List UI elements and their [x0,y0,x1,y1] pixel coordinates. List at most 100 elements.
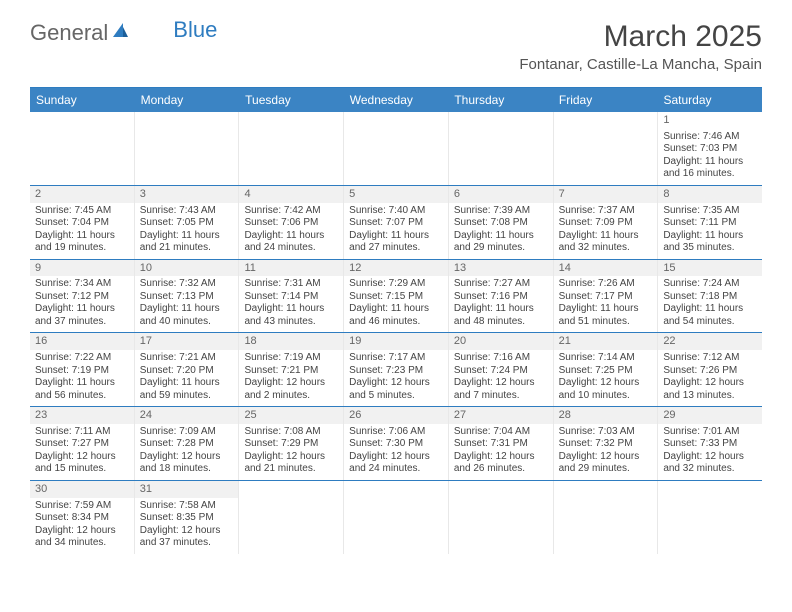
sunset-text: Sunset: 7:24 PM [454,365,548,378]
daylight-text: Daylight: 11 hours [454,303,548,316]
sunset-text: Sunset: 7:19 PM [35,365,129,378]
daylight-text: Daylight: 11 hours [35,230,129,243]
sunset-text: Sunset: 7:25 PM [559,365,653,378]
daylight-text: and 5 minutes. [349,390,443,403]
daylight-text: and 54 minutes. [663,316,757,329]
daylight-text: and 51 minutes. [559,316,653,329]
sunset-text: Sunset: 7:12 PM [35,291,129,304]
sunrise-text: Sunrise: 7:34 AM [35,278,129,291]
day-cell: 21Sunrise: 7:14 AMSunset: 7:25 PMDayligh… [553,333,658,406]
day-number: 3 [135,186,239,203]
daylight-text: Daylight: 11 hours [454,230,548,243]
sunset-text: Sunset: 7:13 PM [140,291,234,304]
daylight-text: and 29 minutes. [559,463,653,476]
daylight-text: and 15 minutes. [35,463,129,476]
daylight-text: Daylight: 11 hours [663,303,757,316]
daylight-text: and 7 minutes. [454,390,548,403]
daylight-text: Daylight: 12 hours [559,377,653,390]
day-number: 20 [449,333,553,350]
daylight-text: and 34 minutes. [35,537,129,550]
daylight-text: and 32 minutes. [663,463,757,476]
day-number: 19 [344,333,448,350]
sunset-text: Sunset: 7:31 PM [454,438,548,451]
daylight-text: and 56 minutes. [35,390,129,403]
sunset-text: Sunset: 7:06 PM [244,217,338,230]
weekday-header: Sunday [30,88,135,112]
day-cell: 9Sunrise: 7:34 AMSunset: 7:12 PMDaylight… [30,260,134,333]
sunrise-text: Sunrise: 7:58 AM [140,500,234,513]
day-number: 28 [554,407,658,424]
daylight-text: Daylight: 11 hours [559,230,653,243]
daylight-text: and 19 minutes. [35,242,129,255]
daylight-text: Daylight: 12 hours [244,451,338,464]
sunrise-text: Sunrise: 7:32 AM [140,278,234,291]
sunrise-text: Sunrise: 7:37 AM [559,205,653,218]
day-cell: 16Sunrise: 7:22 AMSunset: 7:19 PMDayligh… [30,333,134,406]
sunset-text: Sunset: 7:23 PM [349,365,443,378]
day-cell: 6Sunrise: 7:39 AMSunset: 7:08 PMDaylight… [448,186,553,259]
day-cell: 30Sunrise: 7:59 AMSunset: 8:34 PMDayligh… [30,481,134,554]
day-number: 1 [658,112,762,129]
day-cell: 28Sunrise: 7:03 AMSunset: 7:32 PMDayligh… [553,407,658,480]
sunset-text: Sunset: 7:21 PM [244,365,338,378]
daylight-text: and 43 minutes. [244,316,338,329]
sunrise-text: Sunrise: 7:46 AM [663,131,757,144]
empty-cell [238,481,343,554]
daylight-text: Daylight: 11 hours [35,303,129,316]
daylight-text: Daylight: 11 hours [140,230,234,243]
daylight-text: and 37 minutes. [140,537,234,550]
day-cell: 7Sunrise: 7:37 AMSunset: 7:09 PMDaylight… [553,186,658,259]
weekday-header: Thursday [448,88,553,112]
day-number: 7 [554,186,658,203]
sunset-text: Sunset: 7:29 PM [244,438,338,451]
daylight-text: and 16 minutes. [663,168,757,181]
weekday-header: Friday [553,88,658,112]
title-block: March 2025 Fontanar, Castille-La Mancha,… [519,20,762,73]
day-cell: 5Sunrise: 7:40 AMSunset: 7:07 PMDaylight… [343,186,448,259]
empty-cell [238,112,343,185]
sunset-text: Sunset: 7:20 PM [140,365,234,378]
daylight-text: Daylight: 12 hours [663,377,757,390]
sunrise-text: Sunrise: 7:01 AM [663,426,757,439]
day-number: 13 [449,260,553,277]
day-number: 15 [658,260,762,277]
daylight-text: Daylight: 11 hours [244,230,338,243]
week-row: 30Sunrise: 7:59 AMSunset: 8:34 PMDayligh… [30,481,762,554]
sunrise-text: Sunrise: 7:27 AM [454,278,548,291]
sunrise-text: Sunrise: 7:31 AM [244,278,338,291]
week-row: 16Sunrise: 7:22 AMSunset: 7:19 PMDayligh… [30,333,762,407]
day-cell: 19Sunrise: 7:17 AMSunset: 7:23 PMDayligh… [343,333,448,406]
sunrise-text: Sunrise: 7:24 AM [663,278,757,291]
day-cell: 23Sunrise: 7:11 AMSunset: 7:27 PMDayligh… [30,407,134,480]
day-number: 8 [658,186,762,203]
day-cell: 2Sunrise: 7:45 AMSunset: 7:04 PMDaylight… [30,186,134,259]
day-number: 6 [449,186,553,203]
day-number: 30 [30,481,134,498]
weeks-container: 1Sunrise: 7:46 AMSunset: 7:03 PMDaylight… [30,112,762,554]
day-cell: 24Sunrise: 7:09 AMSunset: 7:28 PMDayligh… [134,407,239,480]
daylight-text: and 40 minutes. [140,316,234,329]
day-number: 25 [239,407,343,424]
weekday-header-row: SundayMondayTuesdayWednesdayThursdayFrid… [30,88,762,112]
sunset-text: Sunset: 7:26 PM [663,365,757,378]
sunrise-text: Sunrise: 7:21 AM [140,352,234,365]
sunset-text: Sunset: 7:16 PM [454,291,548,304]
week-row: 23Sunrise: 7:11 AMSunset: 7:27 PMDayligh… [30,407,762,481]
week-row: 1Sunrise: 7:46 AMSunset: 7:03 PMDaylight… [30,112,762,186]
sunset-text: Sunset: 7:33 PM [663,438,757,451]
sunset-text: Sunset: 7:05 PM [140,217,234,230]
sunrise-text: Sunrise: 7:04 AM [454,426,548,439]
day-cell: 13Sunrise: 7:27 AMSunset: 7:16 PMDayligh… [448,260,553,333]
empty-cell [134,112,239,185]
day-cell: 8Sunrise: 7:35 AMSunset: 7:11 PMDaylight… [657,186,762,259]
daylight-text: Daylight: 11 hours [349,303,443,316]
empty-cell [448,112,553,185]
sunset-text: Sunset: 7:04 PM [35,217,129,230]
logo: General Blue [30,20,217,46]
daylight-text: Daylight: 11 hours [35,377,129,390]
daylight-text: Daylight: 12 hours [35,451,129,464]
day-number: 17 [135,333,239,350]
sunrise-text: Sunrise: 7:19 AM [244,352,338,365]
empty-cell [553,112,658,185]
daylight-text: and 18 minutes. [140,463,234,476]
